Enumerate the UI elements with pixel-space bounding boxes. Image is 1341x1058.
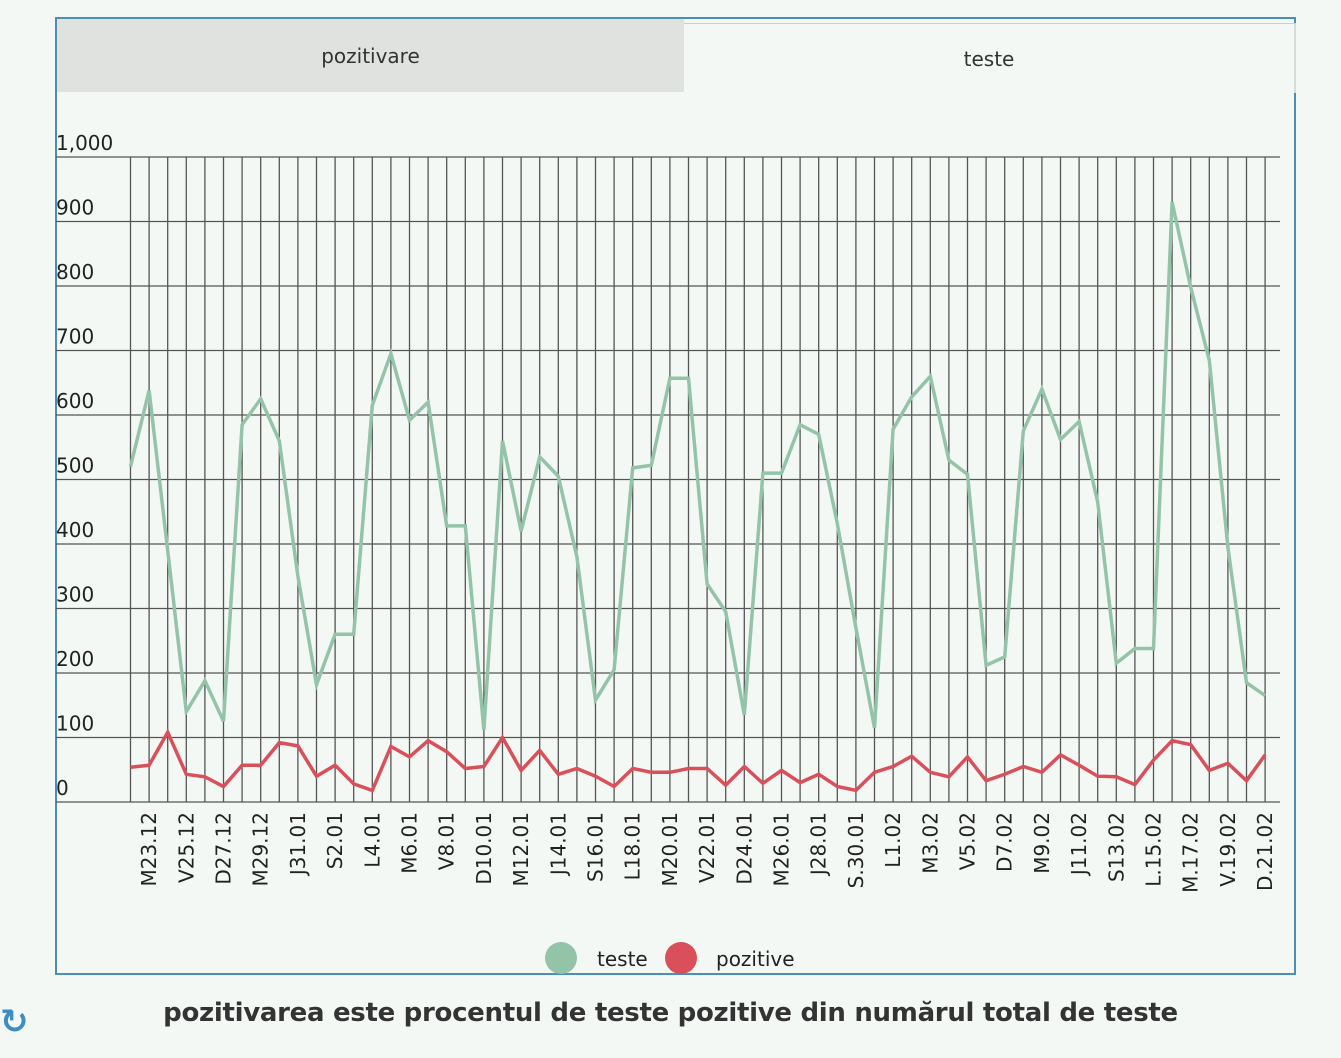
refresh-icon[interactable]: ↻: [0, 1003, 29, 1041]
x-tick-label: J28.01: [807, 812, 831, 877]
y-tick-label: 0: [56, 776, 69, 800]
x-tick-label: L.15.02: [1142, 812, 1166, 887]
x-tick-label: L18.01: [621, 812, 645, 880]
x-tick-label: D10.01: [472, 812, 496, 885]
series-line-pozitive: [130, 728, 1267, 793]
chart-legend: teste pozitive: [545, 942, 795, 974]
x-tick-label: M.17.02: [1179, 812, 1203, 893]
x-tick-label: M29.12: [249, 812, 273, 887]
chart-panel: pozitivare teste: [55, 17, 1296, 975]
line-chart: 0 100 200 300 400 500 600 700 800 900 1,000 M23.12…: [56, 131, 1280, 974]
chart-lines: [128, 201, 1267, 793]
x-tick-label: V.19.02: [1216, 812, 1240, 887]
chart-caption: pozitivarea este procentul de teste pozi…: [163, 998, 1178, 1028]
x-tick-label: S2.01: [323, 812, 347, 869]
x-tick-label: M23.12: [137, 812, 161, 887]
x-tick-label: J14.01: [546, 812, 570, 877]
y-tick-label: 300: [56, 583, 94, 607]
series-line-teste: [128, 201, 1267, 730]
x-tick-label: V8.01: [435, 812, 459, 870]
x-tick-label: M20.01: [658, 812, 682, 887]
x-tick-label: S16.01: [584, 812, 608, 882]
x-tick-label: D27.12: [212, 812, 236, 885]
x-tick-label: M9.02: [1030, 812, 1054, 874]
y-axis-ticks: 0 100 200 300 400 500 600 700 800 900 1,000: [56, 131, 113, 800]
tab-pozitivare[interactable]: pozitivare: [57, 19, 684, 92]
y-tick-label: 100: [56, 712, 94, 736]
legend-marker-teste: [545, 942, 577, 974]
y-tick-label: 700: [56, 325, 94, 349]
y-tick-label: 600: [56, 389, 94, 413]
x-tick-label: J11.02: [1067, 812, 1091, 877]
y-tick-label: 800: [56, 260, 94, 284]
legend-label-pozitive: pozitive: [716, 947, 795, 971]
x-tick-label: S.30.01: [844, 812, 868, 888]
tab-bar: pozitivare teste: [57, 19, 1296, 93]
x-tick-label: L1.02: [881, 812, 905, 868]
x-tick-label: J31.01: [286, 812, 310, 877]
x-tick-label: D24.01: [732, 812, 756, 885]
x-tick-label: L4.01: [360, 812, 384, 868]
x-tick-label: D.21.02: [1253, 812, 1277, 891]
legend-marker-pozitive: [665, 942, 697, 974]
x-tick-label: M6.01: [398, 812, 422, 874]
x-tick-label: M12.01: [509, 812, 533, 887]
x-tick-label: V25.12: [174, 812, 198, 883]
chart-grid: [56, 156, 1280, 803]
x-tick-label: M3.02: [918, 812, 942, 874]
x-tick-label: M26.01: [770, 812, 794, 887]
x-tick-label: D7.02: [993, 812, 1017, 872]
y-tick-label: 400: [56, 518, 94, 542]
x-tick-label: V5.02: [956, 812, 980, 870]
y-tick-label: 200: [56, 647, 94, 671]
y-tick-label: 900: [56, 196, 94, 220]
x-tick-label: V22.01: [695, 812, 719, 883]
x-axis-ticks: M23.12 V25.12 D27.12 M29.12 J31.01 S2.01 L4.01…: [137, 812, 1277, 893]
y-tick-label: 1,000: [56, 131, 113, 155]
x-tick-label: S13.02: [1104, 812, 1128, 882]
tab-teste[interactable]: teste: [684, 23, 1296, 93]
legend-label-teste: teste: [597, 947, 648, 971]
y-tick-label: 500: [56, 454, 94, 478]
